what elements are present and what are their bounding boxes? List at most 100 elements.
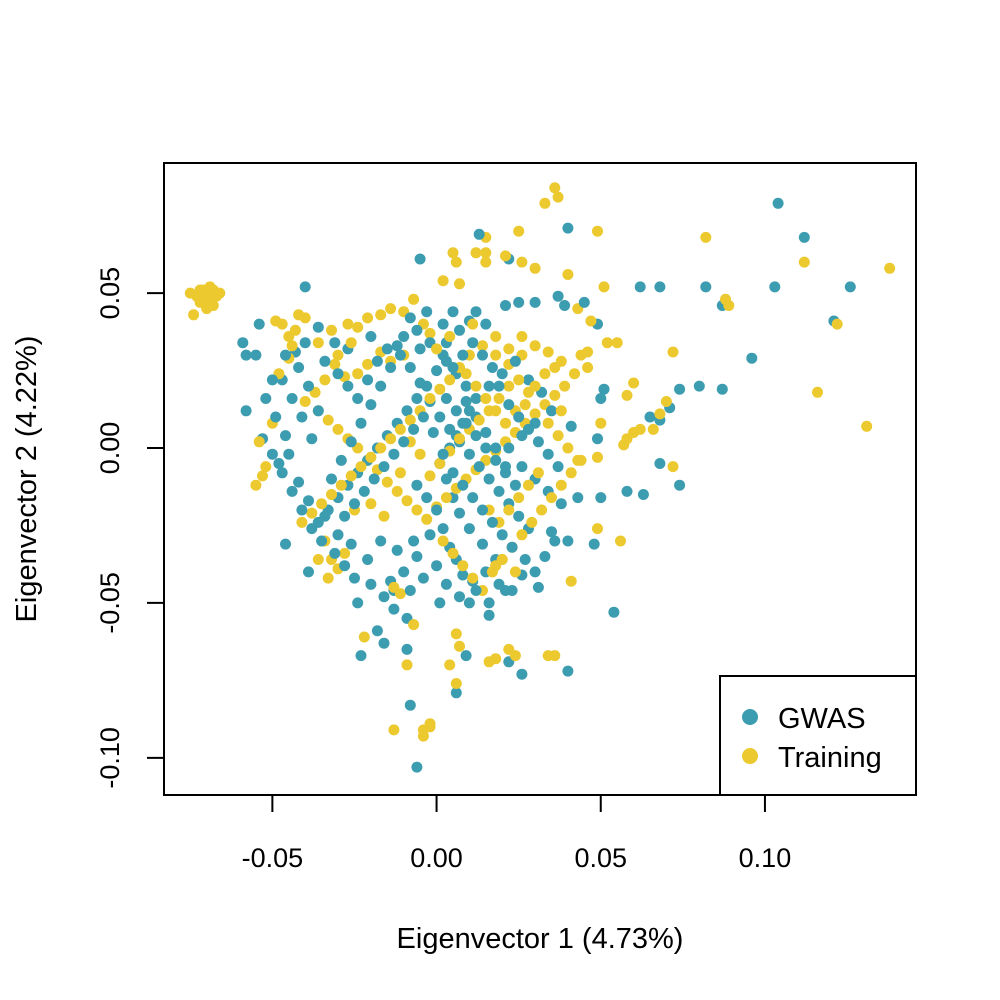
- point-gwas: [592, 433, 603, 445]
- point-gwas: [549, 535, 561, 547]
- point-gwas: [296, 504, 308, 516]
- point-gwas: [513, 411, 525, 423]
- point-training: [286, 340, 298, 352]
- point-gwas: [460, 396, 472, 407]
- point-training: [526, 516, 538, 528]
- point-gwas: [457, 569, 469, 581]
- point-gwas: [388, 603, 400, 615]
- point-gwas: [286, 393, 298, 404]
- point-gwas: [444, 423, 456, 435]
- point-training: [473, 414, 485, 426]
- point-training: [500, 417, 511, 429]
- point-gwas: [276, 467, 288, 479]
- point-gwas: [345, 436, 357, 448]
- point-training: [250, 479, 262, 491]
- point-training: [375, 309, 387, 321]
- point-gwas: [562, 222, 574, 234]
- point-gwas: [552, 290, 564, 302]
- point-gwas: [516, 668, 528, 680]
- point-gwas: [470, 585, 482, 596]
- point-training: [335, 479, 347, 491]
- point-gwas: [421, 306, 433, 318]
- point-training: [477, 340, 488, 352]
- point-gwas: [559, 300, 571, 311]
- point-gwas: [385, 362, 397, 373]
- point-gwas: [470, 430, 482, 442]
- point-gwas: [769, 281, 781, 293]
- point-gwas: [365, 331, 377, 342]
- point-gwas: [237, 337, 249, 349]
- point-gwas: [431, 560, 443, 572]
- point-gwas: [417, 572, 429, 584]
- point-training: [401, 659, 413, 671]
- points-layer: [184, 182, 896, 773]
- point-gwas: [296, 411, 308, 423]
- point-gwas: [335, 454, 347, 466]
- point-gwas: [460, 417, 472, 429]
- point-training: [385, 303, 397, 315]
- point-gwas: [266, 448, 278, 460]
- point-training: [500, 250, 511, 262]
- point-training: [483, 656, 495, 668]
- point-gwas: [283, 448, 295, 460]
- point-gwas: [375, 535, 387, 547]
- point-training: [434, 383, 446, 395]
- point-training: [585, 315, 597, 327]
- point-training: [342, 318, 354, 330]
- point-training: [385, 433, 397, 445]
- x-axis: -0.05 0.00 0.05 0.10: [242, 794, 791, 873]
- point-training: [555, 479, 567, 491]
- point-training: [214, 287, 226, 299]
- point-training: [513, 374, 525, 386]
- point-gwas: [427, 427, 439, 438]
- point-training: [365, 498, 377, 510]
- point-training: [326, 324, 337, 336]
- point-gwas: [450, 687, 462, 699]
- point-gwas: [266, 374, 278, 386]
- point-gwas: [460, 380, 472, 392]
- point-training: [450, 628, 462, 640]
- point-gwas: [431, 504, 443, 516]
- point-training: [529, 380, 541, 392]
- point-gwas: [332, 368, 344, 380]
- point-gwas: [470, 393, 482, 404]
- point-training: [812, 386, 823, 398]
- point-gwas: [293, 476, 305, 488]
- point-gwas: [470, 306, 482, 318]
- point-gwas: [500, 300, 511, 311]
- point-gwas: [637, 489, 649, 500]
- point-training: [513, 225, 525, 237]
- point-gwas: [280, 430, 291, 442]
- point-training: [542, 650, 554, 662]
- point-gwas: [240, 349, 252, 361]
- point-gwas: [654, 458, 666, 469]
- point-gwas: [532, 436, 544, 448]
- point-training: [434, 458, 446, 469]
- point-gwas: [404, 362, 416, 373]
- point-gwas: [319, 355, 331, 367]
- y-axis-title: Eigenvector 2 (4.22%): [11, 336, 43, 623]
- point-gwas: [486, 516, 498, 528]
- point-training: [460, 368, 472, 380]
- point-training: [539, 368, 551, 380]
- point-gwas: [513, 296, 525, 308]
- x-tick-label: 0.05: [574, 843, 627, 873]
- point-gwas: [437, 523, 449, 535]
- x-axis-title: Eigenvector 1 (4.73%): [397, 923, 684, 955]
- point-training: [306, 507, 318, 519]
- point-training: [516, 529, 528, 541]
- point-training: [565, 575, 577, 587]
- point-training: [549, 182, 561, 194]
- point-training: [503, 380, 515, 392]
- point-gwas: [552, 461, 564, 473]
- point-gwas: [496, 529, 508, 541]
- point-training: [444, 331, 456, 342]
- point-gwas: [303, 380, 314, 392]
- point-gwas: [280, 538, 291, 550]
- point-gwas: [303, 495, 314, 507]
- point-gwas: [480, 442, 492, 454]
- point-training: [375, 442, 387, 454]
- point-gwas: [483, 609, 495, 621]
- point-gwas: [411, 324, 423, 336]
